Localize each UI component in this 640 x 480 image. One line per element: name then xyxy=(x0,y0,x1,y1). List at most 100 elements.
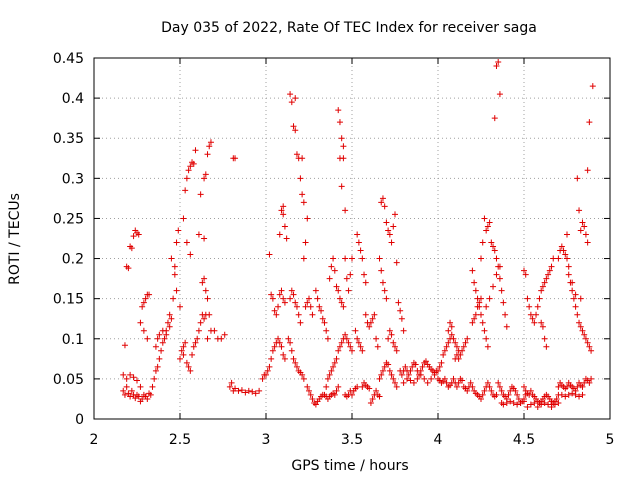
data-point xyxy=(281,355,288,362)
data-point xyxy=(354,231,361,238)
data-point xyxy=(170,295,177,302)
data-point xyxy=(581,331,588,338)
data-points xyxy=(120,59,596,410)
data-point xyxy=(548,263,555,270)
data-point xyxy=(156,331,163,338)
data-point xyxy=(140,327,147,334)
data-point xyxy=(201,175,208,182)
data-point xyxy=(228,379,235,386)
data-point xyxy=(130,233,137,240)
data-point xyxy=(180,215,187,222)
data-point xyxy=(483,335,490,342)
data-point xyxy=(326,371,333,378)
data-point xyxy=(562,251,569,258)
data-point xyxy=(127,393,134,400)
data-point xyxy=(538,401,545,408)
data-point xyxy=(159,339,166,346)
data-point xyxy=(476,299,483,306)
data-point xyxy=(249,388,256,395)
data-point xyxy=(161,335,168,342)
y-tick-label: 0.35 xyxy=(53,131,84,147)
data-point xyxy=(548,403,555,410)
data-point xyxy=(278,207,285,214)
data-point xyxy=(539,323,546,330)
data-point xyxy=(146,291,153,298)
y-tick-label: 0.15 xyxy=(53,292,84,308)
data-point xyxy=(120,387,127,394)
data-point xyxy=(400,379,407,386)
data-point xyxy=(242,389,249,396)
data-point xyxy=(474,303,481,310)
data-point xyxy=(132,395,139,402)
data-point xyxy=(293,303,300,310)
data-point xyxy=(330,363,337,370)
data-point xyxy=(293,363,300,370)
data-point xyxy=(331,267,338,274)
data-point xyxy=(388,331,395,338)
data-point xyxy=(306,295,312,302)
data-point xyxy=(309,395,316,402)
data-point xyxy=(168,315,175,322)
data-point xyxy=(275,335,282,342)
data-point xyxy=(589,83,596,90)
data-point xyxy=(498,287,505,294)
data-point xyxy=(292,127,299,134)
data-point xyxy=(538,287,545,294)
x-axis-label: GPS time / hours xyxy=(291,458,408,474)
data-point xyxy=(478,295,484,302)
data-point xyxy=(149,383,156,390)
data-point xyxy=(302,303,309,310)
data-point xyxy=(455,355,462,362)
data-point xyxy=(459,377,466,384)
data-point xyxy=(543,275,550,282)
data-point xyxy=(515,395,522,402)
data-point xyxy=(299,371,306,378)
data-point xyxy=(178,347,185,354)
data-point xyxy=(192,339,199,346)
data-point xyxy=(340,303,347,310)
data-point xyxy=(555,255,562,262)
data-point xyxy=(527,387,534,394)
data-point xyxy=(304,383,311,390)
data-point xyxy=(383,219,390,226)
data-point xyxy=(338,339,345,346)
data-point xyxy=(393,259,400,266)
data-point xyxy=(543,343,550,350)
data-point xyxy=(123,383,130,390)
data-point xyxy=(280,351,287,358)
data-point xyxy=(562,393,569,400)
data-point xyxy=(576,319,583,326)
data-point xyxy=(496,263,503,270)
data-point xyxy=(140,299,147,306)
data-point xyxy=(354,335,361,342)
data-point xyxy=(524,295,531,302)
data-point xyxy=(455,379,462,386)
data-point xyxy=(152,343,159,350)
data-point xyxy=(264,367,271,374)
data-point xyxy=(211,327,218,334)
data-point xyxy=(201,275,208,282)
data-point xyxy=(197,319,204,326)
data-point xyxy=(347,271,354,278)
data-point xyxy=(546,267,553,274)
data-point xyxy=(338,135,345,142)
data-point xyxy=(379,279,386,286)
data-point xyxy=(373,335,380,342)
data-point xyxy=(278,287,285,294)
data-point xyxy=(471,315,478,322)
data-point xyxy=(464,335,471,342)
data-point xyxy=(526,303,533,310)
data-point xyxy=(579,219,586,226)
data-point xyxy=(204,151,211,158)
data-point xyxy=(336,295,343,302)
data-point xyxy=(402,363,409,370)
data-point xyxy=(343,275,350,282)
data-point xyxy=(171,263,178,270)
data-point xyxy=(536,295,543,302)
data-point xyxy=(558,243,565,250)
data-point xyxy=(574,311,581,318)
data-point xyxy=(192,147,199,154)
data-point xyxy=(345,339,352,346)
y-tick-label: 0.3 xyxy=(62,171,84,187)
data-point xyxy=(493,391,500,398)
